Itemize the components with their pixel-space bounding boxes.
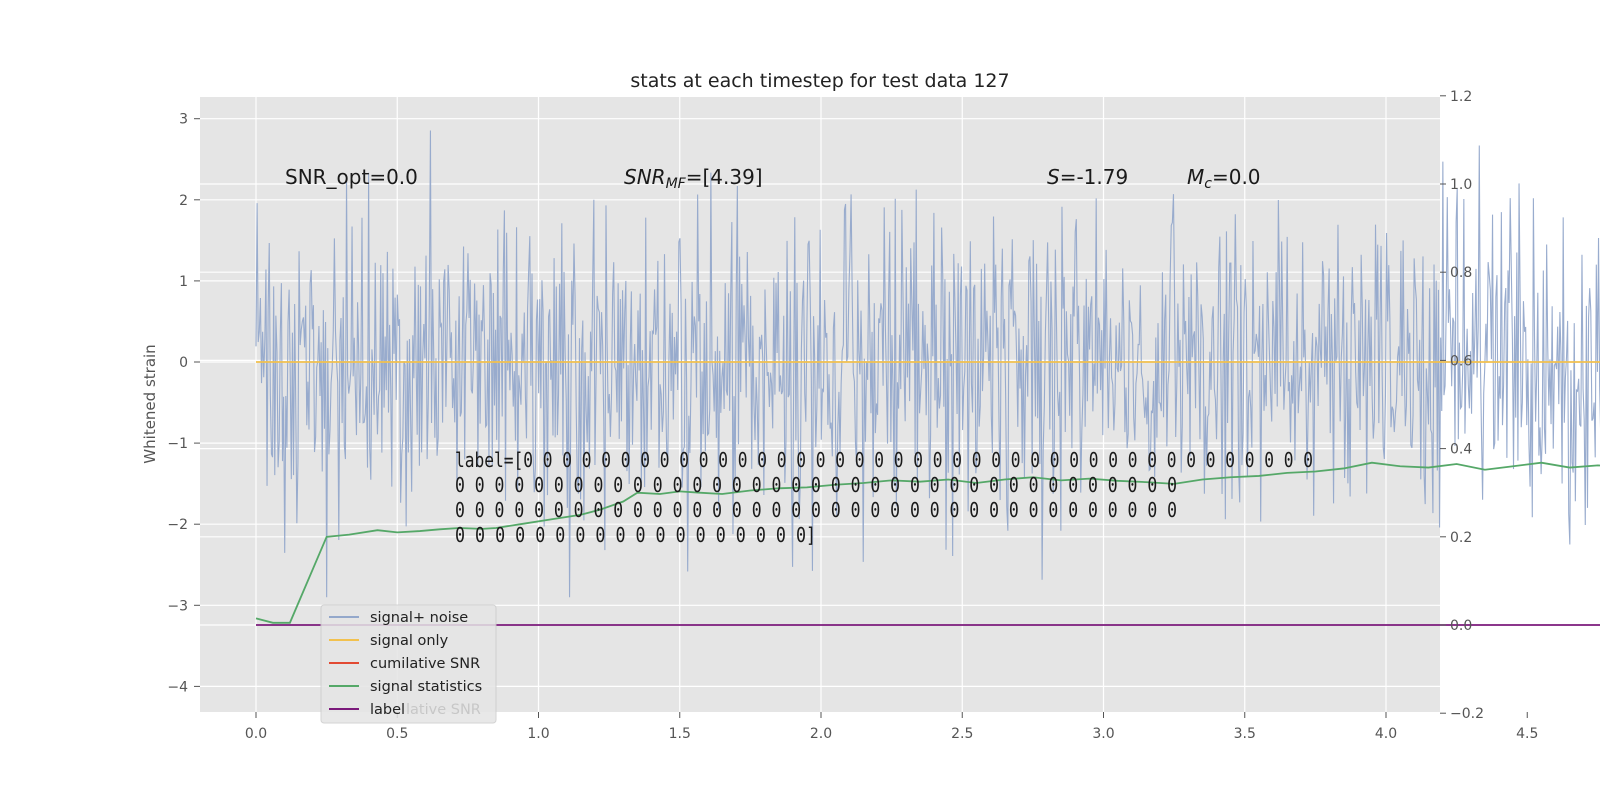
y2-tick-label: 0.6 xyxy=(1450,353,1472,369)
y-tick-label: −3 xyxy=(167,598,188,614)
label-array-line: 0 0 0 0 0 0 0 0 0 0 0 0 0 0 0 0 0 0 0 0 … xyxy=(455,498,1177,522)
x-tick-label: 2.5 xyxy=(951,726,973,742)
y-tick-label: 3 xyxy=(179,112,188,128)
y-tick-label: 1 xyxy=(179,274,188,290)
annotation-label-array: label=[0 0 0 0 0 0 0 0 0 0 0 0 0 0 0 0 0… xyxy=(455,448,1313,547)
x-tick-label: 0.5 xyxy=(386,726,408,742)
y-tick-label: −2 xyxy=(167,517,188,533)
y-tick-label: 0 xyxy=(179,355,188,371)
annotation-snr-opt: SNR_opt=0.0 xyxy=(285,165,418,189)
y2-tick-label: 1.0 xyxy=(1450,177,1472,193)
x-tick-label: 1.0 xyxy=(527,726,549,742)
left-y-ticks: 3 2 1 0 −1 −2 −3 −4 xyxy=(167,112,200,695)
x-tick-label: 3.0 xyxy=(1092,726,1114,742)
legend-label: signal only xyxy=(370,633,449,649)
y2-tick-label: 0.8 xyxy=(1450,265,1472,281)
annotation-snr-mf: SNRMF=[4.39] xyxy=(624,165,763,192)
label-array-line: 0 0 0 0 0 0 0 0 0 0 0 0 0 0 0 0 0 0] xyxy=(455,523,816,547)
x-ticks: 0.00.51.01.52.02.53.03.54.04.55.05.56.06… xyxy=(245,712,1538,742)
label-array-line: label=[0 0 0 0 0 0 0 0 0 0 0 0 0 0 0 0 0… xyxy=(455,448,1313,472)
x-tick-label: 2.0 xyxy=(810,726,832,742)
line-series-group xyxy=(255,361,1600,626)
legend: signal+ noise signal only cumilative SNR si… xyxy=(320,604,497,724)
signal-statistics-line xyxy=(255,461,1600,624)
y2-tick-label: 0.0 xyxy=(1450,618,1472,634)
x-tick-label: 1.5 xyxy=(669,726,691,742)
y2-tick-label: 1.2 xyxy=(1450,89,1472,105)
legend-ghost-text: lative SNR xyxy=(406,702,481,718)
x-tick-label: 4.0 xyxy=(1375,726,1397,742)
legend-label: label xyxy=(370,702,405,718)
x-tick-label: 0.0 xyxy=(245,726,267,742)
legend-label: signal+ noise xyxy=(370,610,468,626)
legend-box xyxy=(320,604,497,724)
label-array-line: 0 0 0 0 0 0 0 0 0 0 0 0 0 0 0 0 0 0 0 0 … xyxy=(455,473,1177,497)
y-tick-label: −4 xyxy=(167,679,188,695)
y2-tick-label: 0.2 xyxy=(1450,530,1472,546)
signal-noise-line xyxy=(255,130,1600,598)
signal-noise-series xyxy=(255,130,1600,598)
legend-label: cumilative SNR xyxy=(370,656,480,672)
chart-title: stats at each timestep for test data 127 xyxy=(630,70,1009,92)
annotation-mc: Mc=0.0 xyxy=(1187,165,1261,192)
legend-label: signal statistics xyxy=(370,679,482,695)
y-tick-label: −1 xyxy=(167,436,188,452)
right-y-ticks: 1.2 1.0 0.8 0.6 0.4 0.2 0.0 −0.2 xyxy=(1440,89,1484,722)
y-axis-label: Whitened strain xyxy=(141,344,159,463)
x-tick-label: 4.5 xyxy=(1516,726,1538,742)
annotation-stat-s: S=-1.79 xyxy=(1047,165,1128,189)
x-tick-label: 3.5 xyxy=(1234,726,1256,742)
y2-tick-label: 0.4 xyxy=(1450,442,1472,458)
y2-tick-label: −0.2 xyxy=(1450,706,1484,722)
y-tick-label: 2 xyxy=(179,193,188,209)
